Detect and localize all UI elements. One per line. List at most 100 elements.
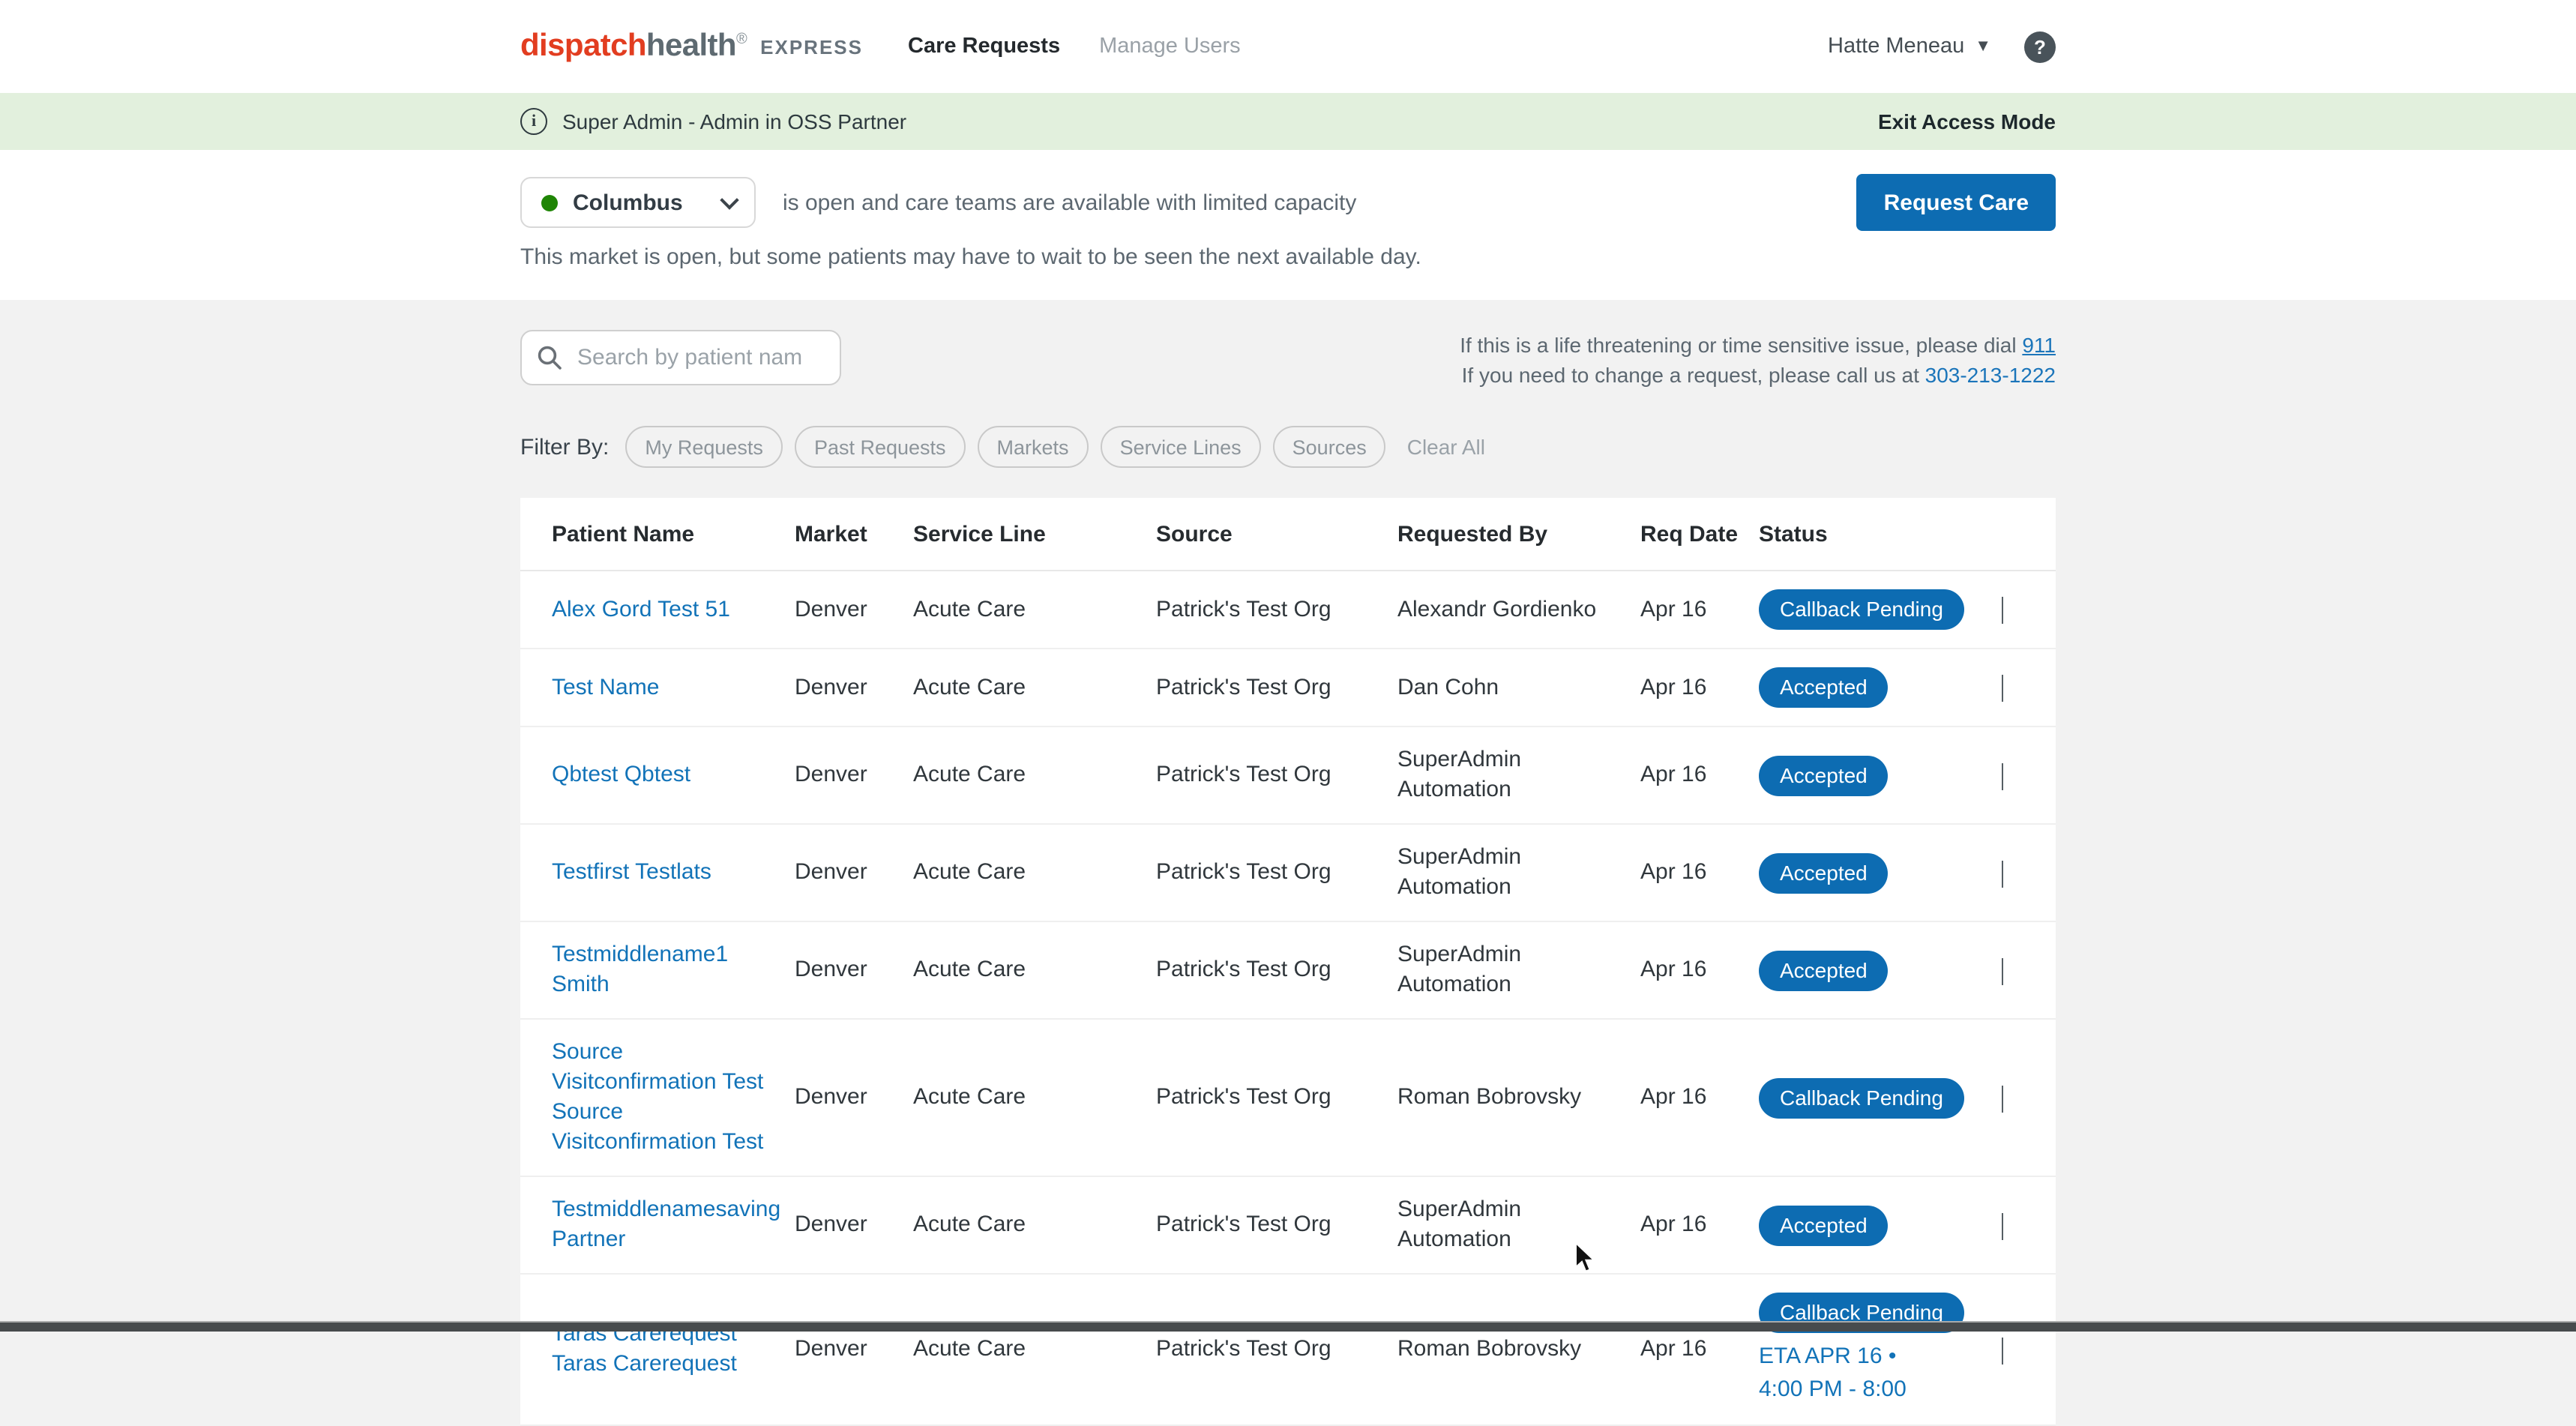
request-care-button[interactable]: Request Care [1856, 174, 2056, 231]
emergency-line-1: If this is a life threatening or time se… [1460, 330, 2056, 360]
market-open-dot [541, 194, 558, 211]
main-content: If this is a life threatening or time se… [0, 300, 2576, 1426]
emergency-line-2-text: If you need to change a request, please … [1461, 363, 1925, 387]
dispatchhealth-logo[interactable]: dispatchhealth® [520, 28, 747, 64]
filter-chip[interactable]: My Requests [625, 426, 783, 468]
clear-all-filters[interactable]: Clear All [1406, 435, 1485, 459]
patient-name-link[interactable]: Testfirst Testlats [552, 859, 711, 885]
row-expand-chevron-icon[interactable] [2002, 597, 2003, 624]
patient-name-link[interactable]: Testmiddlename1 Smith [552, 942, 729, 997]
market-select[interactable]: Columbus [520, 177, 756, 228]
row-expand-chevron-icon[interactable] [2002, 675, 2003, 702]
status-cell: Callback Pending [1759, 589, 1993, 630]
service-line-cell: Acute Care [913, 859, 1026, 885]
market-subtext: This market is open, but some patients m… [520, 244, 1421, 270]
status-badge[interactable]: Accepted [1759, 755, 1889, 795]
requested-by-cell: Roman Bobrovsky [1397, 1084, 1582, 1110]
emergency-line-1-text: If this is a life threatening or time se… [1460, 333, 2023, 357]
status-badge[interactable]: Callback Pending [1759, 589, 1964, 630]
dial-911-link[interactable]: 911 [2022, 333, 2056, 357]
status-cell: Callback Pending [1759, 1077, 1993, 1118]
req-date-cell: Apr 16 [1640, 596, 1707, 622]
service-line-cell: Acute Care [913, 1212, 1026, 1237]
table-header-row: Patient Name Market Service Line Source … [520, 498, 2056, 571]
help-icon[interactable]: ? [2024, 31, 2056, 62]
market-cell: Denver [795, 674, 867, 700]
status-badge[interactable]: Accepted [1759, 1205, 1889, 1245]
search-box [520, 330, 841, 385]
nav-care-requests[interactable]: Care Requests [908, 34, 1061, 58]
table-row: Qbtest Qbtest Denver Acute Care Patrick'… [520, 727, 2056, 825]
market-status-text: is open and care teams are available wit… [783, 190, 1357, 215]
patient-name-link[interactable]: Source Visitconfirmation Test Source Visitc… [552, 1039, 764, 1155]
source-cell: Patrick's Test Org [1156, 762, 1331, 787]
logo-dispatch: dispatch [520, 28, 647, 63]
service-line-cell: Acute Care [913, 1336, 1026, 1362]
status-cell: Callback Pending ETA APR 16 • 4:00 PM - 8:… [1759, 1293, 1993, 1407]
market-cell: Denver [795, 957, 867, 982]
row-expand-chevron-icon[interactable] [2002, 1085, 2003, 1112]
patient-name-link[interactable]: Qbtest Qbtest [552, 762, 691, 787]
source-cell: Patrick's Test Org [1156, 1336, 1331, 1362]
filter-chip[interactable]: Sources [1272, 426, 1386, 468]
row-expand-chevron-icon[interactable] [2002, 1337, 2003, 1364]
info-icon: i [520, 108, 547, 135]
service-line-cell: Acute Care [913, 596, 1026, 622]
market-cell: Denver [795, 762, 867, 787]
status-cell: Accepted [1759, 852, 1993, 893]
eta-link[interactable]: ETA APR 16 • 4:00 PM - 8:00 [1759, 1344, 1907, 1402]
window-bottom-edge [0, 1321, 2576, 1332]
requested-by-cell: Dan Cohn [1397, 674, 1499, 700]
market-cell: Denver [795, 1336, 867, 1362]
row-expand-chevron-icon[interactable] [2002, 762, 2003, 789]
requested-by-cell: Roman Bobrovsky [1397, 1336, 1582, 1362]
patient-name-link[interactable]: Alex Gord Test 51 [552, 596, 730, 622]
status-badge[interactable]: Accepted [1759, 950, 1889, 990]
source-cell: Patrick's Test Org [1156, 1084, 1331, 1110]
table-row: Testmiddlename1 Smith Denver Acute Care P… [520, 922, 2056, 1020]
nav-manage-users[interactable]: Manage Users [1099, 34, 1241, 58]
source-cell: Patrick's Test Org [1156, 859, 1331, 885]
row-expand-chevron-icon[interactable] [2002, 860, 2003, 887]
filter-by-label: Filter By: [520, 434, 610, 460]
status-badge[interactable]: Callback Pending [1759, 1077, 1964, 1118]
filter-chip[interactable]: Markets [977, 426, 1089, 468]
filter-chip[interactable]: Service Lines [1100, 426, 1261, 468]
user-menu[interactable]: Hatte Meneau ▼ [1828, 34, 1991, 58]
requested-by-cell: SuperAdmin Automation [1397, 844, 1522, 900]
main-nav: Care Requests Manage Users [908, 34, 1241, 58]
phone-number-link[interactable]: 303-213-1222 [1925, 363, 2056, 387]
requested-by-cell: SuperAdmin Automation [1397, 1197, 1522, 1252]
top-bar: dispatchhealth® EXPRESS Care Requests Ma… [0, 0, 2576, 93]
chevron-down-icon: ▼ [1975, 37, 1991, 55]
market-band: Columbus is open and care teams are avai… [0, 150, 2576, 300]
express-label: EXPRESS [760, 35, 863, 58]
status-badge[interactable]: Accepted [1759, 667, 1889, 708]
column-header-source: Source [1156, 522, 1233, 547]
patient-name-link[interactable]: Test Name [552, 674, 660, 700]
row-expand-chevron-icon[interactable] [2002, 1212, 2003, 1239]
exit-access-mode-link[interactable]: Exit Access Mode [1877, 109, 2056, 133]
search-input[interactable] [574, 343, 825, 372]
row-expand-chevron-icon[interactable] [2002, 957, 2003, 984]
table-row: Testmiddlenamesaving Partner Denver Acute… [520, 1177, 2056, 1275]
status-cell: Accepted [1759, 755, 1993, 795]
emergency-line-2: If you need to change a request, please … [1460, 360, 2056, 390]
req-date-cell: Apr 16 [1640, 957, 1707, 982]
source-cell: Patrick's Test Org [1156, 596, 1331, 622]
market-cell: Denver [795, 596, 867, 622]
search-icon [538, 346, 562, 370]
access-mode-banner: i Super Admin - Admin in OSS Partner Exi… [0, 93, 2576, 150]
logo-health: health [645, 28, 737, 63]
market-selected-value: Columbus [573, 190, 683, 215]
requested-by-cell: Alexandr Gordienko [1397, 596, 1597, 622]
logo-registered-mark: ® [736, 31, 747, 48]
filter-chip[interactable]: Past Requests [794, 426, 966, 468]
patient-name-link[interactable]: Testmiddlenamesaving Partner [552, 1197, 781, 1252]
market-cell: Denver [795, 1084, 867, 1110]
req-date-cell: Apr 16 [1640, 762, 1707, 787]
column-header-req-date: Req Date [1640, 522, 1739, 547]
table-row: Taras Carerequest Taras Carerequest Denve… [520, 1275, 2056, 1426]
status-badge[interactable]: Accepted [1759, 852, 1889, 893]
requested-by-cell: SuperAdmin Automation [1397, 942, 1522, 997]
